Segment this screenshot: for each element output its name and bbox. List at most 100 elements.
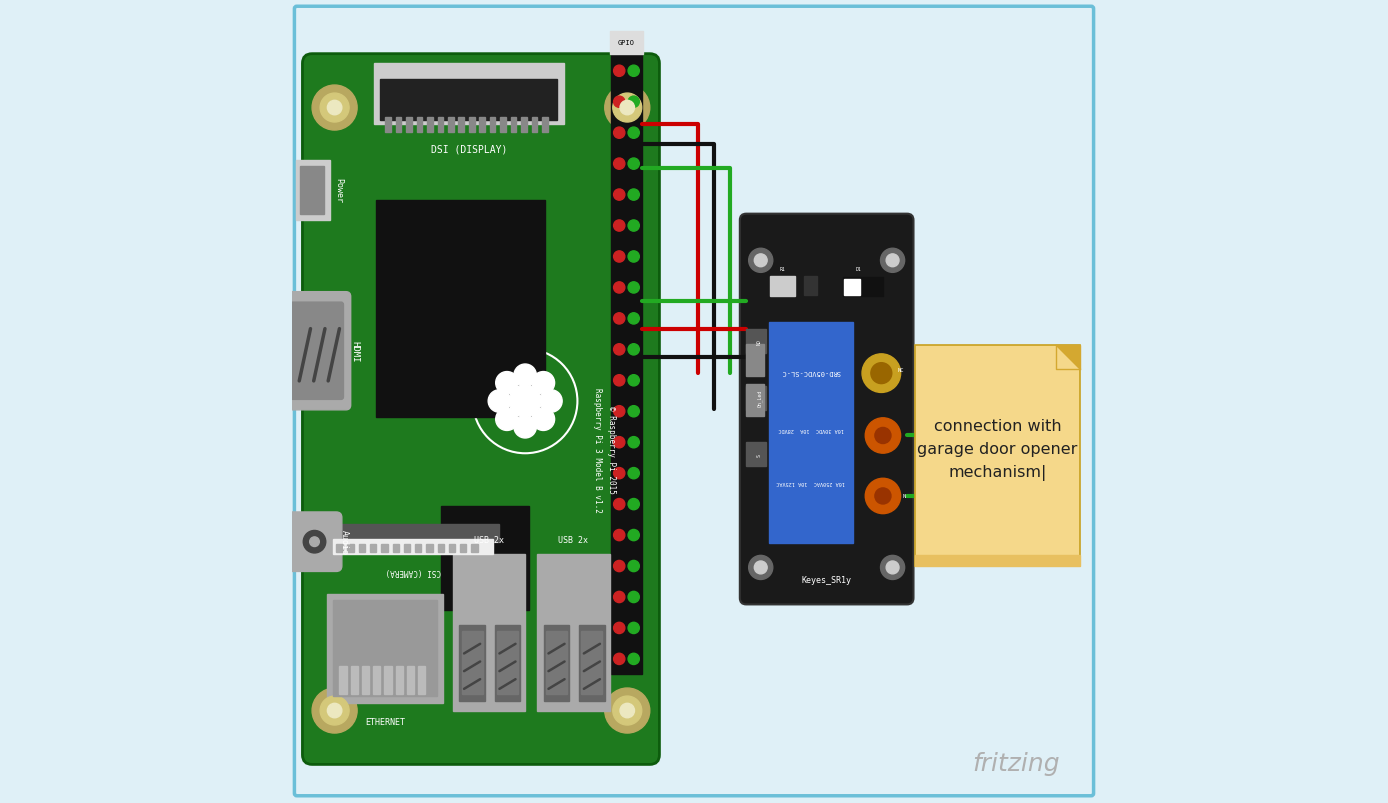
- Circle shape: [629, 97, 640, 108]
- Bar: [459, 544, 466, 552]
- Text: connection with
garage door opener
mechanism|: connection with garage door opener mecha…: [917, 418, 1077, 480]
- Circle shape: [613, 66, 625, 77]
- Circle shape: [620, 101, 634, 116]
- Circle shape: [629, 128, 640, 139]
- Bar: [520, 118, 527, 132]
- Circle shape: [754, 255, 768, 267]
- Circle shape: [613, 375, 625, 386]
- Circle shape: [613, 499, 625, 510]
- Bar: [393, 544, 398, 552]
- Bar: [747, 384, 763, 416]
- Text: ETHERNET: ETHERNET: [365, 717, 405, 726]
- Circle shape: [613, 97, 625, 108]
- Bar: [844, 279, 861, 296]
- Circle shape: [862, 354, 901, 393]
- Circle shape: [321, 696, 350, 725]
- Circle shape: [629, 344, 640, 356]
- Bar: [347, 544, 354, 552]
- Bar: [376, 201, 545, 418]
- Bar: [362, 666, 369, 695]
- Bar: [448, 118, 454, 132]
- Bar: [472, 544, 477, 552]
- Circle shape: [613, 128, 625, 139]
- Circle shape: [629, 406, 640, 418]
- Bar: [416, 118, 422, 132]
- Bar: [428, 118, 433, 132]
- Bar: [340, 666, 347, 695]
- Text: D1: D1: [856, 267, 862, 271]
- Text: Power: Power: [333, 178, 343, 203]
- Bar: [500, 118, 505, 132]
- Bar: [469, 118, 475, 132]
- FancyBboxPatch shape: [286, 512, 341, 572]
- Text: fritzing: fritzing: [972, 751, 1060, 775]
- Bar: [407, 666, 414, 695]
- Text: R1: R1: [780, 267, 786, 271]
- Bar: [511, 118, 516, 132]
- Text: N: N: [902, 494, 905, 499]
- Circle shape: [303, 531, 326, 553]
- Bar: [747, 329, 766, 353]
- Circle shape: [629, 221, 640, 232]
- Bar: [448, 544, 455, 552]
- Circle shape: [629, 375, 640, 386]
- Circle shape: [629, 66, 640, 77]
- FancyBboxPatch shape: [283, 292, 351, 410]
- Circle shape: [605, 86, 650, 131]
- Circle shape: [748, 556, 773, 580]
- Bar: [351, 666, 358, 695]
- Bar: [396, 118, 401, 132]
- Circle shape: [496, 409, 518, 431]
- Bar: [452, 554, 525, 711]
- FancyBboxPatch shape: [303, 55, 659, 764]
- Text: NC: NC: [898, 367, 904, 372]
- Circle shape: [629, 560, 640, 572]
- Circle shape: [870, 363, 891, 384]
- Circle shape: [748, 249, 773, 273]
- Text: On_Led: On_Led: [756, 389, 762, 407]
- FancyBboxPatch shape: [290, 303, 343, 400]
- Text: USB 2x: USB 2x: [558, 536, 589, 544]
- Bar: [544, 625, 569, 701]
- Bar: [494, 625, 520, 701]
- Bar: [537, 554, 609, 711]
- Circle shape: [310, 537, 319, 547]
- Bar: [769, 323, 854, 544]
- Bar: [415, 544, 422, 552]
- Bar: [441, 506, 529, 610]
- Circle shape: [321, 94, 350, 123]
- Bar: [426, 544, 433, 552]
- Circle shape: [613, 560, 625, 572]
- Circle shape: [328, 101, 341, 116]
- Circle shape: [328, 703, 341, 718]
- Text: GPIO: GPIO: [618, 40, 634, 47]
- Circle shape: [613, 283, 625, 294]
- Bar: [497, 631, 518, 695]
- Circle shape: [629, 592, 640, 603]
- Circle shape: [613, 592, 625, 603]
- Bar: [747, 386, 766, 410]
- Bar: [747, 344, 763, 377]
- Circle shape: [629, 530, 640, 541]
- Circle shape: [874, 488, 891, 504]
- Bar: [373, 64, 564, 124]
- Circle shape: [613, 468, 625, 479]
- Text: USB 2x: USB 2x: [473, 536, 504, 544]
- Bar: [532, 118, 537, 132]
- Bar: [326, 524, 500, 542]
- Circle shape: [509, 385, 541, 418]
- Bar: [300, 167, 325, 214]
- Circle shape: [886, 561, 899, 574]
- Circle shape: [880, 556, 905, 580]
- Circle shape: [754, 561, 768, 574]
- Circle shape: [629, 283, 640, 294]
- Bar: [770, 277, 794, 297]
- Bar: [490, 118, 496, 132]
- FancyBboxPatch shape: [740, 214, 913, 605]
- Circle shape: [613, 313, 625, 324]
- Bar: [373, 666, 380, 695]
- Circle shape: [629, 654, 640, 665]
- Circle shape: [612, 696, 641, 725]
- Bar: [609, 32, 644, 55]
- Circle shape: [629, 159, 640, 170]
